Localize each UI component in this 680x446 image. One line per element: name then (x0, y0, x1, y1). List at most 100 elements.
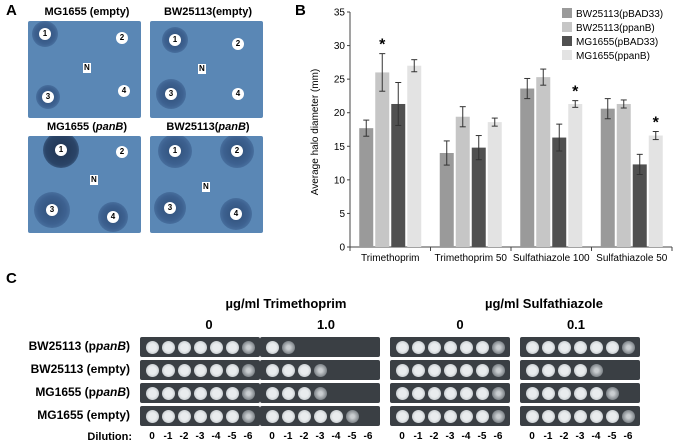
dilution-value: -1 (413, 431, 423, 442)
dilution-value: -3 (315, 431, 325, 442)
colony-spot (346, 387, 359, 400)
colony-spot (298, 363, 311, 377)
dilution-value: -4 (331, 431, 341, 442)
significance-star: * (379, 37, 386, 54)
colony-spot (526, 363, 539, 377)
dilution-value: -5 (477, 431, 487, 442)
colony-spot (606, 386, 619, 400)
y-tick-label: 0 (339, 243, 345, 254)
bar (616, 103, 631, 247)
agar-plate-bw25113-empty: 1 2 3 4 N (150, 21, 263, 118)
disc-1: 1 (169, 34, 181, 46)
colony-spot (242, 363, 255, 377)
colony-spot (162, 386, 175, 400)
legend-swatch (562, 22, 572, 32)
dilution-value: 0 (529, 431, 535, 442)
colony-spot (606, 409, 619, 423)
dilution-value: -4 (591, 431, 601, 442)
bar (648, 135, 663, 247)
agar-plate-mg1655-empty: 1 2 3 4 N (28, 21, 141, 118)
dilution-value: -5 (227, 431, 237, 442)
halo-bar-chart: 05101520253035Trimethoprim100 µg/mlTrime… (310, 8, 673, 264)
colony-spot (590, 386, 603, 400)
dilution-value: -4 (211, 431, 221, 442)
x-category-label: Trimethoprim 50 (435, 253, 508, 264)
colony-spot (242, 409, 255, 423)
colony-spot (226, 340, 239, 354)
dilution-value: -5 (607, 431, 617, 442)
colony-spot (146, 409, 159, 423)
colony-spot (590, 409, 603, 423)
colony-spot (178, 363, 191, 377)
colony-spot (178, 386, 191, 400)
dilution-value: -3 (575, 431, 585, 442)
spot-strip (260, 337, 380, 357)
colony-spot (606, 364, 619, 377)
spot-strip (390, 360, 510, 380)
colony-spot (526, 409, 539, 423)
colony-spot (194, 386, 207, 400)
bar (632, 164, 647, 247)
agar-plate-bw25113-panb: 1 2 3 4 N (150, 136, 263, 233)
colony-spot (526, 386, 539, 400)
colony-spot (282, 409, 295, 423)
disc-4: 4 (230, 208, 242, 220)
plate-title-mg1655-panb: MG1655 (panB) (46, 121, 128, 133)
bar (552, 137, 567, 247)
plate-title-mg1655-empty: MG1655 (empty) (44, 6, 130, 18)
bar (455, 116, 470, 247)
colony-spot (162, 363, 175, 377)
colony-spot (460, 386, 473, 400)
legend-swatch (562, 50, 572, 60)
conc-label: 0.1 (566, 317, 586, 332)
y-axis-label: Average halo diameter (mm) (310, 69, 321, 196)
colony-spot (590, 363, 603, 377)
colony-spot (542, 409, 555, 423)
dilution-value: -1 (283, 431, 293, 442)
bar (487, 122, 502, 247)
dilution-value: -3 (445, 431, 455, 442)
disc-1: 1 (55, 144, 67, 156)
colony-spot (444, 409, 457, 423)
colony-spot (412, 409, 425, 423)
colony-spot (558, 363, 571, 377)
colony-spot (178, 409, 191, 423)
colony-spot (346, 409, 359, 423)
dilution-value: -3 (195, 431, 205, 442)
colony-spot (330, 409, 343, 423)
bar (536, 77, 551, 247)
spot-strip (140, 360, 260, 380)
spot-strip (140, 383, 260, 403)
colony-spot (226, 363, 239, 377)
bar (391, 103, 406, 247)
significance-star: * (653, 115, 660, 132)
disc-2: 2 (231, 145, 243, 157)
strain-label-bw25113-empty: BW25113 (empty) (30, 362, 130, 376)
spot-strip (140, 337, 260, 357)
colony-spot (396, 409, 409, 423)
colony-spot (210, 386, 223, 400)
dilution-value: -6 (623, 431, 633, 442)
center-label: N (198, 64, 206, 74)
colony-spot (622, 340, 635, 354)
x-category-label: Sulfathiazole 50 (596, 253, 668, 264)
bar (568, 103, 583, 247)
colony-spot (282, 340, 295, 354)
significance-star: * (572, 84, 579, 101)
colony-spot (146, 386, 159, 400)
x-category-label: Trimethoprim (361, 253, 420, 264)
disc-2: 2 (116, 32, 128, 44)
dilution-value: -2 (179, 431, 189, 442)
colony-spot (314, 341, 327, 354)
colony-spot (362, 364, 375, 377)
colony-spot (542, 340, 555, 354)
colony-spot (314, 386, 327, 400)
colony-spot (330, 387, 343, 400)
colony-spot (298, 341, 311, 354)
colony-spot (194, 363, 207, 377)
disc-3: 3 (164, 202, 176, 214)
colony-spot (542, 363, 555, 377)
colony-spot (162, 340, 175, 354)
colony-spot (396, 363, 409, 377)
colony-spot (622, 387, 635, 400)
